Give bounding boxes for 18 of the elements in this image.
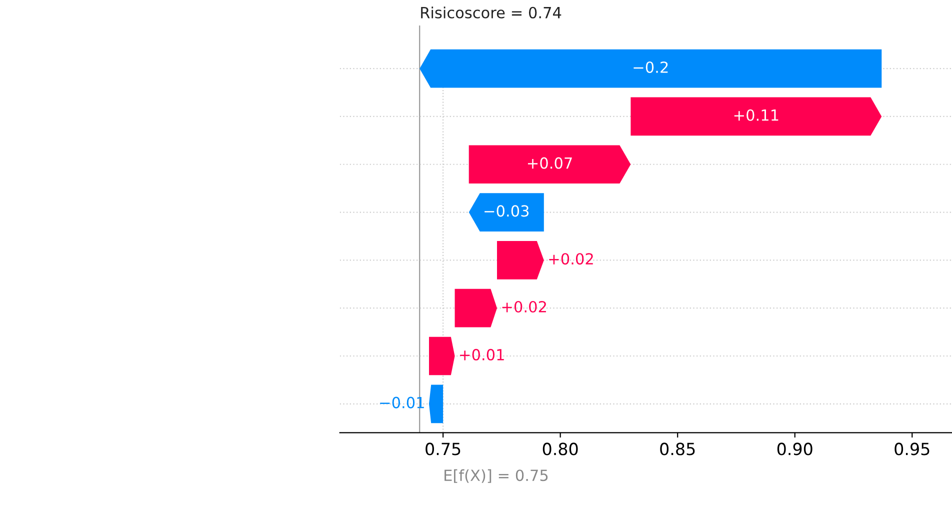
bar [420,49,882,88]
bar [468,145,631,184]
data-label: +0.02 [549,253,593,265]
data-label: +0.01 [460,348,504,360]
x-tick-label: 0.80 [542,442,578,456]
data-label: +0.02 [502,300,546,313]
x-tick-label: 0.75 [426,442,460,456]
bar [630,97,882,136]
data-label: −0.2 [634,61,668,73]
data-label: −0.01 [380,396,424,408]
data-label: −0.03 [484,205,529,217]
ref-line-label: E[f(X)] = 0.75 [444,469,548,483]
data-label: +0.11 [734,109,778,121]
data-label: +0.07 [528,157,572,169]
ref-line-label: Risicoscore = 0.74 [421,6,562,18]
x-tick-label: 0.85 [660,442,695,456]
x-tick-label: 0.90 [777,442,812,456]
x-tick-label: 0.95 [894,442,930,456]
